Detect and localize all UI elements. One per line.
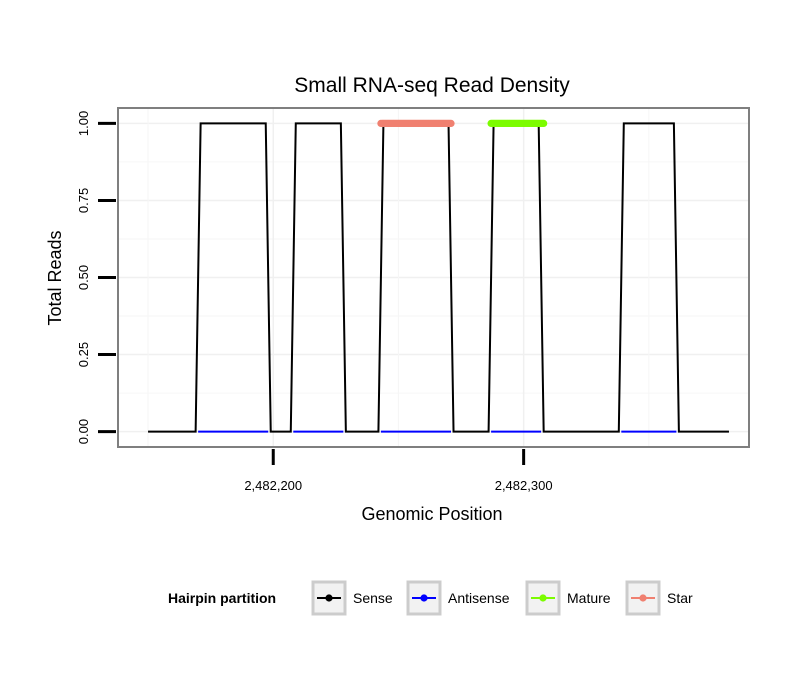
plot-panel-border: [117, 107, 750, 448]
y-axis: 0.00 0.25 0.50 0.75 1.00: [76, 111, 116, 444]
legend-label-antisense: Antisense: [448, 590, 510, 606]
x-tick-label-1: 2,482,300: [495, 478, 553, 493]
y-axis-title: Total Reads: [45, 230, 65, 325]
gridlines: [118, 108, 749, 447]
legend-item-sense: Sense: [311, 580, 393, 616]
legend-label-sense: Sense: [353, 590, 393, 606]
y-tick-label-0: 0.00: [76, 419, 91, 444]
legend-key-point-antisense: [420, 594, 428, 602]
legend-key-point-mature: [539, 594, 547, 602]
mature-point-42: [540, 119, 548, 128]
x-tick-label-0: 2,482,200: [244, 478, 302, 493]
legend-key-point-star: [639, 594, 647, 602]
legend-item-antisense: Antisense: [406, 580, 510, 616]
y-tick-label-4: 1.00: [76, 111, 91, 136]
series-layer: [148, 119, 729, 433]
legend-item-mature: Mature: [525, 580, 611, 616]
x-axis-title: Genomic Position: [361, 504, 502, 524]
y-tick-label-2: 0.50: [76, 265, 91, 290]
legend: Hairpin partition Sense Antisense Mature St…: [168, 580, 693, 616]
star-point-56: [447, 119, 455, 128]
legend-title: Hairpin partition: [168, 590, 276, 606]
y-tick-label-3: 0.75: [76, 188, 91, 213]
legend-items: Sense Antisense Mature Star: [311, 580, 693, 616]
legend-label-mature: Mature: [567, 590, 611, 606]
chart-title: Small RNA-seq Read Density: [294, 74, 570, 97]
legend-item-star: Star: [625, 580, 693, 616]
x-axis: 2,482,200 2,482,300: [244, 449, 553, 493]
legend-key-point-sense: [325, 594, 333, 602]
y-tick-label-1: 0.25: [76, 342, 91, 367]
legend-label-star: Star: [667, 590, 693, 606]
